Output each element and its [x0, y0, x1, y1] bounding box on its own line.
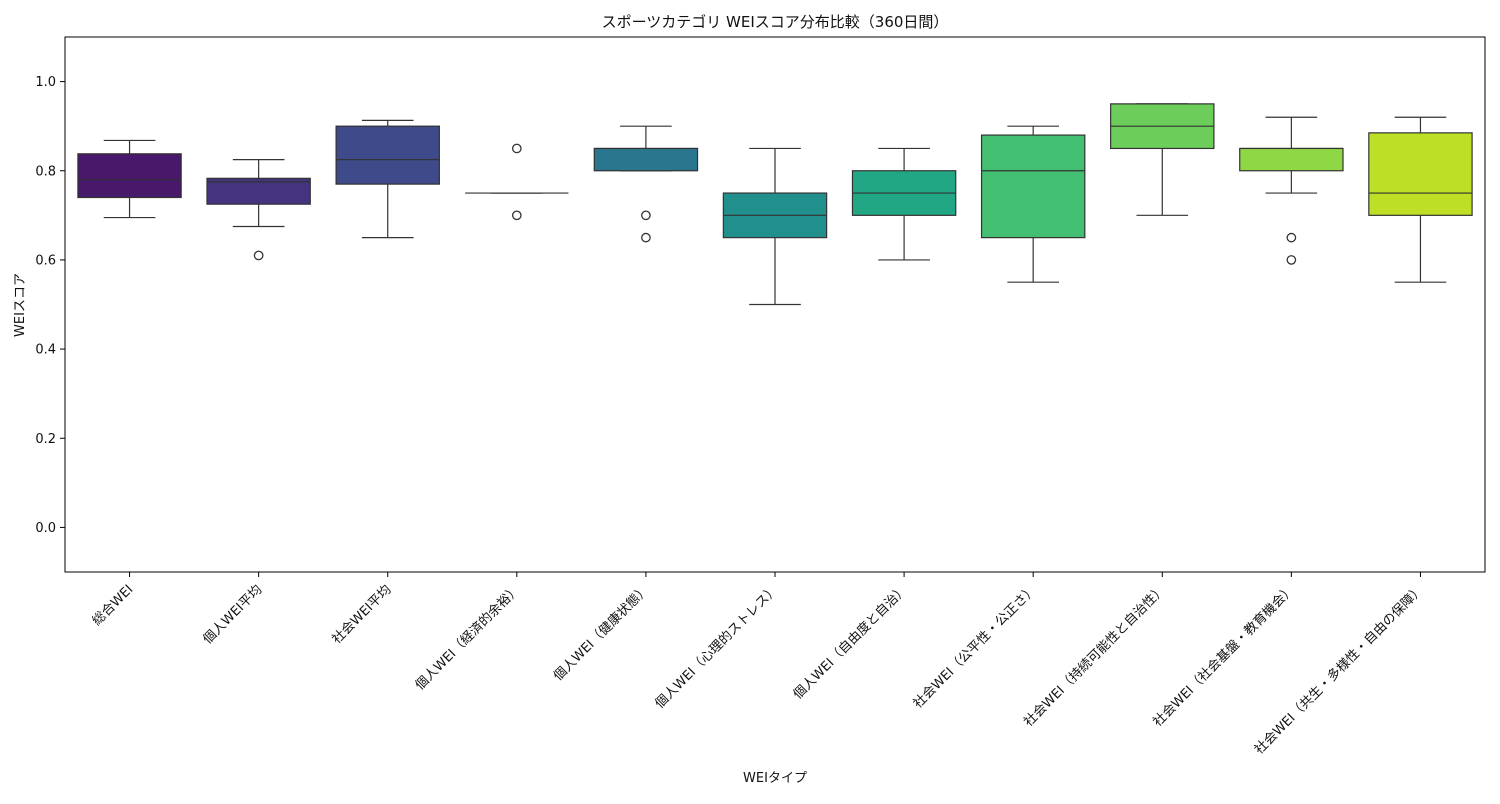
y-axis-title: WEIスコア — [13, 273, 28, 337]
iqr-box — [593, 147, 699, 172]
box-group — [593, 125, 699, 243]
box-group — [465, 143, 569, 221]
iqr-box — [980, 134, 1086, 239]
x-axis-title: WEIタイプ — [743, 771, 807, 786]
x-tick-label: 総合WEI — [90, 582, 137, 629]
iqr-box — [77, 153, 182, 199]
x-tick-label: 社会WEI（社会基盤・教育機会） — [1150, 582, 1298, 730]
x-tick-label: 個人WEI（自由度と自治） — [790, 582, 911, 703]
y-tick-label: 0.8 — [35, 164, 56, 179]
outlier-point — [253, 250, 264, 261]
box-group — [77, 139, 182, 219]
boxes — [77, 103, 1473, 306]
chart-title: スポーツカテゴリ WEIスコア分布比較（360日間） — [602, 13, 949, 31]
x-axis: 総合WEI 個人WEI平均 社会WEI平均 個人WEI（経済的余裕） 個人WEI（健康状… — [90, 572, 1427, 758]
outlier-point — [511, 143, 522, 154]
y-axis: 0.0 0.2 0.4 0.6 0.8 1.0 — [35, 75, 65, 536]
iqr-box — [1239, 147, 1344, 172]
outlier-point — [641, 232, 651, 243]
outlier-point — [1286, 232, 1297, 243]
y-tick-label: 0.6 — [35, 253, 56, 268]
x-tick-label: 個人WEI（心理的ストレス） — [652, 582, 782, 712]
x-tick-label: 個人WEI（健康状態） — [550, 582, 652, 684]
iqr-box — [206, 177, 311, 205]
iqr-box — [335, 125, 440, 185]
x-tick-label: 社会WEI平均 — [329, 582, 395, 648]
x-tick-label: 個人WEI平均 — [200, 582, 265, 647]
y-tick-label: 0.0 — [35, 521, 56, 536]
box-group — [980, 125, 1086, 283]
box-group — [851, 147, 957, 261]
outlier-point — [511, 210, 522, 221]
outlier-point — [641, 210, 651, 221]
x-tick-label: 個人WEI（経済的余裕） — [412, 582, 524, 694]
y-tick-label: 1.0 — [35, 75, 56, 90]
outlier-point — [1286, 255, 1297, 265]
box-group — [335, 119, 440, 239]
box-group — [722, 147, 828, 306]
box-group — [206, 159, 311, 261]
iqr-box — [1368, 132, 1473, 216]
x-tick-label: 社会WEI（公平性・公正さ） — [910, 582, 1040, 712]
y-tick-label: 0.4 — [35, 343, 56, 358]
y-tick-label: 0.2 — [35, 432, 56, 447]
box-group — [1110, 103, 1215, 216]
x-tick-label: 社会WEI（持続可能性と自治性） — [1021, 582, 1169, 730]
box-group — [1239, 116, 1344, 265]
box-group — [1368, 116, 1473, 283]
